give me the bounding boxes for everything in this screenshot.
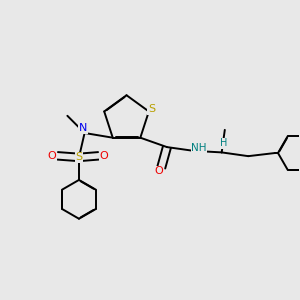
- Text: H: H: [220, 138, 227, 148]
- Text: NH: NH: [191, 143, 207, 153]
- Text: O: O: [100, 151, 108, 161]
- Text: O: O: [154, 166, 163, 176]
- Text: S: S: [75, 152, 82, 162]
- Text: O: O: [48, 151, 56, 161]
- Text: N: N: [79, 123, 87, 133]
- Text: S: S: [148, 104, 155, 114]
